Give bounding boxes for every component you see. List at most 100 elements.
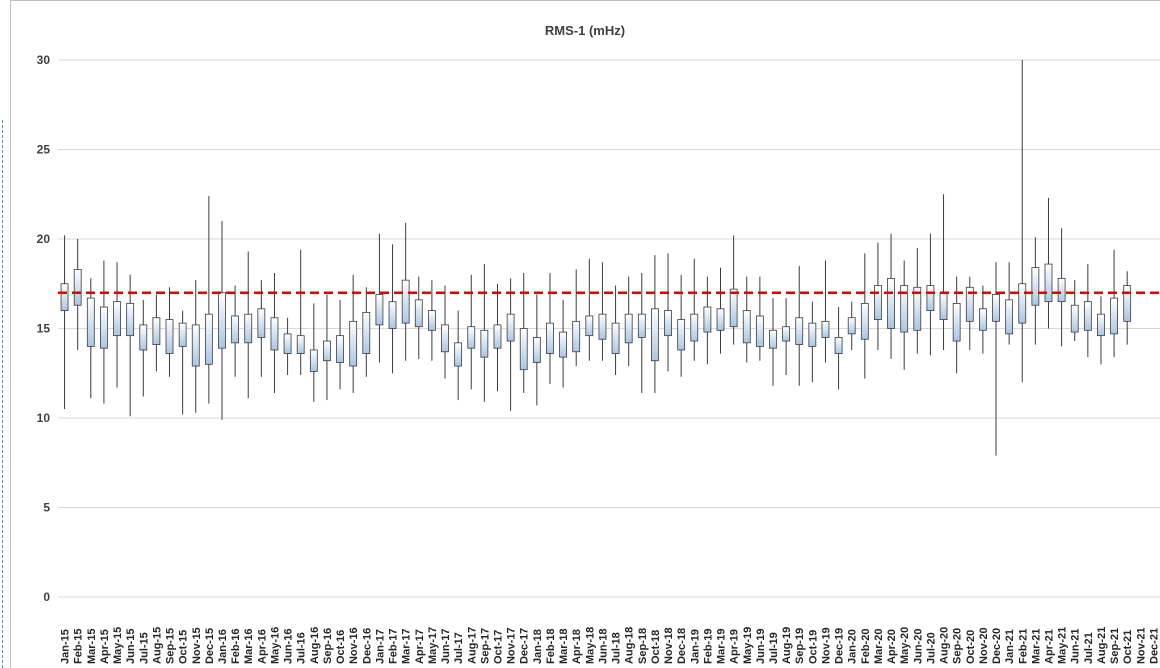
box-Apr-21	[1044, 197, 1053, 329]
x-tick-label: Aug-17	[466, 627, 478, 664]
box-Jun-20	[913, 247, 922, 354]
box	[755, 315, 764, 347]
x-tick-label: Mar-17	[401, 629, 413, 664]
x-tick-label: Jun-20	[912, 629, 924, 664]
box	[480, 329, 489, 358]
x-tick-label: Dec-17	[519, 628, 531, 664]
box	[231, 315, 240, 344]
box	[532, 337, 541, 363]
selection-edge	[2, 120, 3, 668]
x-tick-label: Jul-16	[296, 632, 308, 664]
box-Oct-17	[493, 283, 502, 392]
box	[283, 333, 292, 354]
box	[1044, 263, 1053, 303]
box-Apr-17	[414, 276, 423, 359]
box	[270, 317, 279, 351]
box-Sep-16	[323, 294, 331, 401]
x-tick-label: Jul-15	[138, 632, 150, 664]
box	[965, 286, 974, 322]
box-Oct-20	[965, 276, 974, 350]
box-series	[60, 60, 1132, 456]
box	[834, 337, 843, 354]
box	[703, 306, 712, 333]
x-tick-label: Jun-19	[755, 629, 767, 664]
box	[847, 317, 856, 335]
x-tick-label: Jan-19	[689, 629, 701, 664]
box	[1097, 313, 1105, 337]
x-tick-label: Apr-18	[571, 629, 583, 664]
box	[414, 299, 423, 328]
box	[1018, 283, 1027, 324]
x-tick-label: Aug-21	[1096, 627, 1108, 664]
box	[204, 313, 213, 365]
box	[152, 317, 161, 346]
box	[1070, 304, 1079, 333]
box	[506, 313, 515, 342]
box-Feb-19	[703, 276, 712, 365]
box-Nov-17	[506, 278, 515, 411]
box	[860, 303, 869, 340]
box-May-15	[113, 262, 121, 388]
x-tick-label: Oct-17	[492, 630, 504, 664]
box-Sep-20	[952, 276, 961, 374]
box	[769, 329, 777, 349]
x-tick-label: Apr-16	[256, 629, 268, 664]
box-Aug-21	[1097, 296, 1105, 365]
x-tick-label: Aug-18	[624, 627, 636, 664]
box	[1083, 301, 1092, 331]
box-Mar-21	[1031, 237, 1040, 345]
box-Nov-16	[349, 274, 358, 393]
x-tick-label: Dec-18	[676, 628, 688, 664]
box-May-20	[900, 260, 909, 370]
x-tick-label: Sep-19	[794, 628, 806, 664]
x-tick-label: Dec-19	[834, 628, 846, 664]
x-tick-label: Oct-19	[807, 630, 819, 664]
box	[874, 285, 882, 320]
box	[441, 324, 449, 353]
box	[729, 288, 738, 328]
x-tick-label: Mar-18	[558, 629, 570, 664]
box-Apr-16	[257, 280, 266, 377]
box	[664, 310, 672, 337]
box-Dec-16	[362, 287, 371, 377]
x-tick-label: Apr-17	[414, 629, 426, 664]
box	[73, 269, 82, 306]
x-tick-label: Sep-15	[165, 628, 177, 664]
x-tick-label: Oct-18	[650, 630, 662, 664]
x-tick-label: Mar-19	[716, 629, 728, 664]
box	[427, 310, 436, 331]
box-Jun-19	[755, 276, 764, 361]
x-tick-label: Jun-15	[125, 629, 137, 664]
x-tick-label: Nov-16	[348, 627, 360, 664]
box-Aug-15	[152, 294, 161, 372]
box-Jan-17	[375, 233, 384, 363]
box-Oct-19	[808, 301, 817, 383]
box-Oct-18	[651, 255, 659, 393]
y-tick-label: 10	[37, 411, 51, 425]
x-tick-label: Feb-21	[1017, 629, 1029, 664]
box	[624, 313, 633, 344]
box-Jan-21	[1005, 262, 1014, 345]
y-tick-label: 5	[43, 501, 50, 515]
box	[362, 311, 371, 354]
box	[611, 322, 620, 354]
x-tick-label: Oct-20	[965, 630, 977, 664]
x-tick-label: Jan-20	[847, 629, 859, 664]
x-axis-tick-labels: Jan-15 Feb-15 Mar-15 Apr-15 May-15 Jun-15 Jul-…	[60, 627, 1160, 664]
box-May-16	[270, 273, 279, 393]
x-tick-label: May-16	[269, 627, 281, 664]
box-Aug-18	[624, 276, 633, 367]
x-tick-label: Aug-19	[781, 627, 793, 664]
box-Sep-15	[165, 287, 174, 377]
x-tick-label: Feb-18	[545, 629, 557, 664]
box	[992, 294, 1000, 322]
box-Dec-18	[677, 274, 686, 377]
x-tick-label: Mar-21	[1030, 629, 1042, 664]
x-tick-label: Dec-15	[204, 628, 216, 664]
x-tick-label: Feb-19	[702, 629, 714, 664]
box	[1057, 277, 1066, 303]
box	[926, 285, 935, 312]
x-tick-label: Feb-17	[388, 629, 400, 664]
box	[519, 328, 528, 371]
y-tick-label: 0	[43, 590, 50, 604]
